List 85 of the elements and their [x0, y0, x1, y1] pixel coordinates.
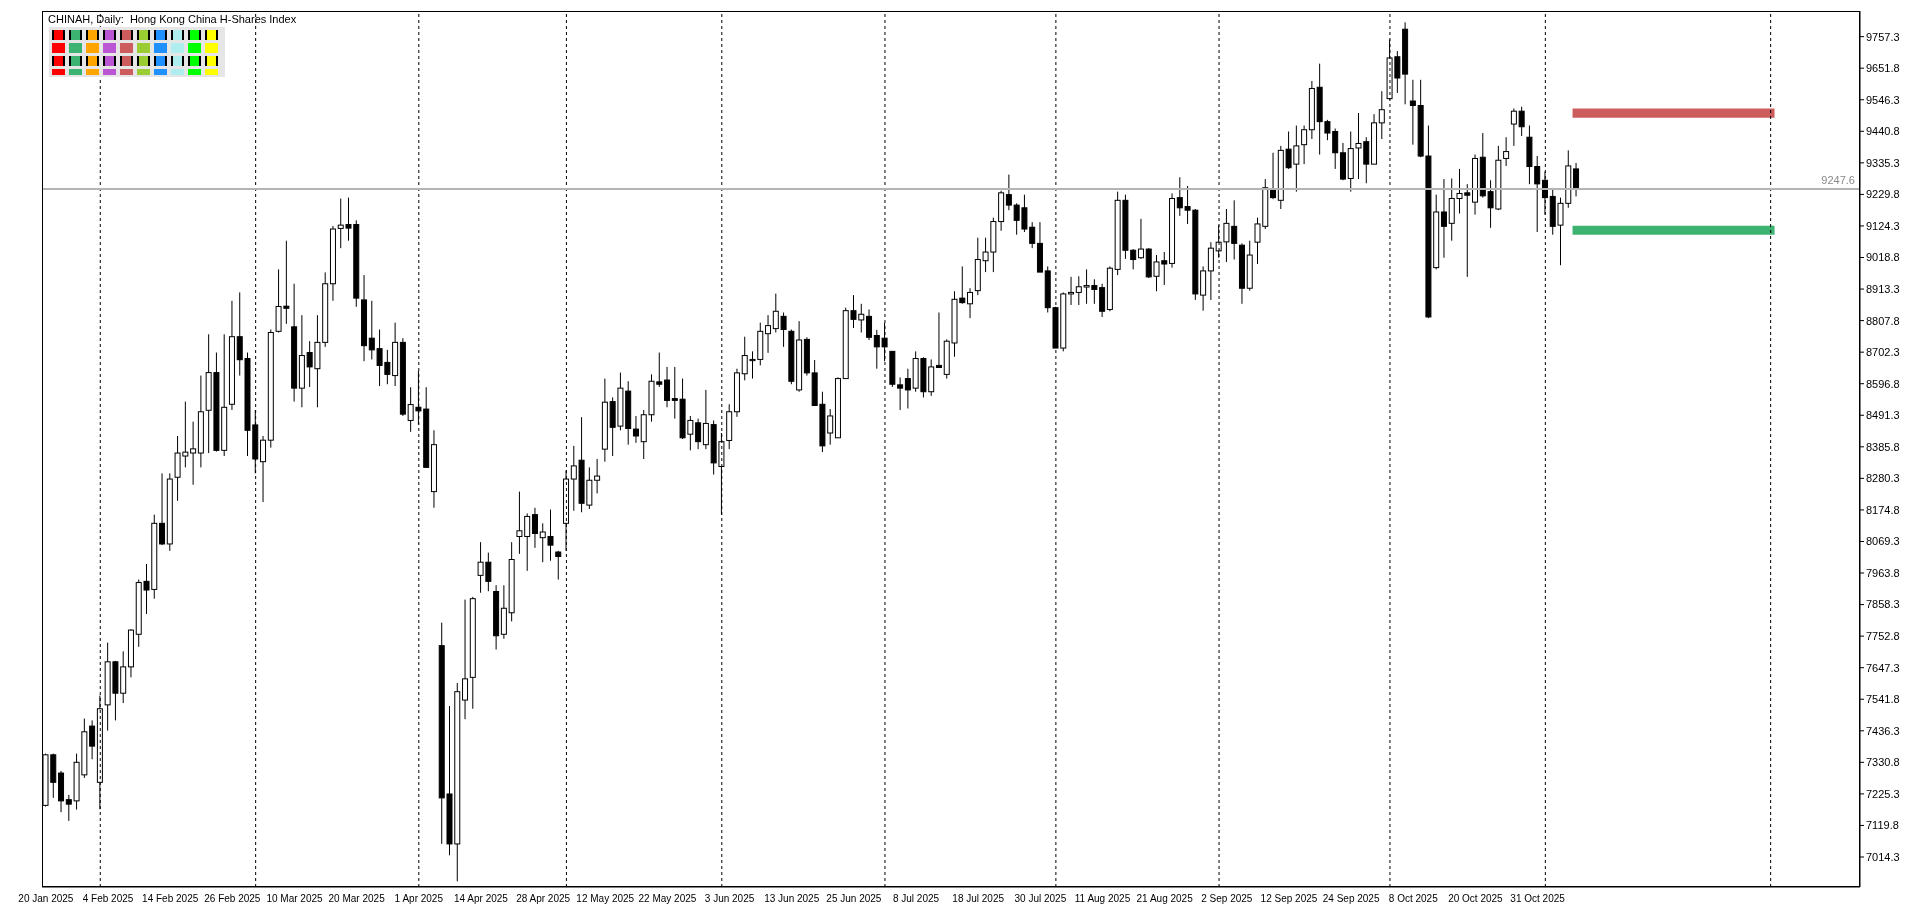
y-tick-label: 7541.8	[1866, 693, 1900, 706]
candlestick	[1573, 162, 1580, 197]
candlestick	[1518, 106, 1525, 137]
x-tick-label: 8 Oct 2025	[1388, 893, 1439, 905]
y-tick-label: 8069.3	[1866, 535, 1900, 548]
candlestick	[1137, 218, 1144, 260]
candlestick	[765, 314, 772, 354]
y-tick-label: 8913.3	[1866, 282, 1900, 295]
x-tick-label: 2 Sep 2025	[1201, 893, 1253, 905]
candlestick	[1005, 174, 1012, 211]
y-tick-label: 9757.3	[1866, 30, 1900, 43]
x-tick-label: 20 Mar 2025	[328, 893, 386, 905]
y-tick-label: 9440.8	[1866, 125, 1900, 138]
x-tick-label: 14 Apr 2025	[453, 893, 509, 905]
y-tick-label: 8807.8	[1866, 314, 1900, 327]
candlestick	[260, 435, 267, 503]
candlestick	[664, 366, 671, 408]
candlestick	[1440, 178, 1447, 259]
y-tick-label: 8702.3	[1866, 346, 1900, 359]
candlestick	[904, 368, 911, 409]
y-tick-label: 9229.8	[1866, 188, 1900, 201]
x-tick-label: 28 Apr 2025	[516, 893, 571, 905]
candlestick	[1207, 241, 1214, 301]
candlestick	[695, 418, 702, 450]
candlestick	[190, 421, 197, 486]
x-tick-label: 25 Jun 2025	[826, 893, 882, 905]
x-tick-label: 20 Oct 2025	[1448, 893, 1504, 905]
x-tick-label: 30 Jul 2025	[1014, 893, 1067, 905]
y-tick-label: 7752.8	[1866, 630, 1900, 643]
y-tick-label: 7119.8	[1866, 819, 1899, 832]
x-tick-label: 1 Apr 2025	[394, 893, 444, 905]
candlestick	[1409, 79, 1416, 146]
x-tick-label: 20 Jan 2025	[18, 893, 74, 905]
candlestick	[531, 507, 538, 549]
candlestick	[897, 376, 904, 411]
x-tick-label: 26 Feb 2025	[204, 893, 261, 905]
ref-line-label: 9247.6	[1821, 174, 1855, 187]
x-tick-label: 12 Sep 2025	[1260, 893, 1318, 905]
y-tick-label: 7647.3	[1866, 661, 1900, 674]
x-tick-label: 21 Aug 2025	[1136, 893, 1194, 905]
candlestick	[967, 287, 974, 319]
y-tick-label: 8280.3	[1866, 472, 1900, 485]
y-tick-label: 7858.3	[1866, 598, 1900, 611]
x-tick-label: 24 Sep 2025	[1322, 893, 1380, 905]
x-tick-label: 4 Feb 2025	[82, 893, 134, 905]
x-tick-label: 13 Jun 2025	[764, 893, 820, 905]
candlestick	[594, 458, 601, 494]
x-tick-label: 22 May 2025	[638, 893, 697, 905]
y-tick-label: 8385.8	[1866, 440, 1900, 453]
candlestick	[632, 415, 639, 444]
y-tick-label: 8491.3	[1866, 409, 1900, 422]
x-tick-label: 18 Jul 2025	[952, 893, 1005, 905]
candlestick	[555, 550, 562, 581]
candlestick	[159, 472, 166, 546]
y-tick-label: 7963.8	[1866, 566, 1900, 579]
candlestick	[866, 308, 873, 341]
candlestick	[1099, 283, 1106, 318]
y-tick-label: 9018.8	[1866, 251, 1900, 264]
y-tick-label: 7436.3	[1866, 724, 1900, 737]
candlestick	[935, 311, 942, 368]
candlestick	[462, 599, 469, 720]
x-tick-label: 3 Jun 2025	[704, 893, 755, 905]
x-tick-label: 10 Mar 2025	[266, 893, 324, 905]
candlestick	[1301, 125, 1308, 165]
y-tick-label: 9546.3	[1866, 93, 1900, 106]
y-tick-label: 9124.3	[1866, 219, 1900, 232]
x-tick-label: 12 May 2025	[576, 893, 635, 905]
candlestick	[1378, 90, 1385, 140]
x-tick-label: 8 Jul 2025	[892, 893, 940, 905]
x-tick-label: 14 Feb 2025	[142, 893, 199, 905]
candlestick	[702, 389, 709, 450]
candlestick	[1068, 276, 1075, 306]
y-tick-label: 7014.3	[1866, 850, 1900, 863]
x-tick-label: 31 Oct 2025	[1510, 893, 1566, 905]
y-tick-label: 9335.3	[1866, 156, 1900, 169]
y-tick-label: 7225.3	[1866, 787, 1900, 800]
candlestick	[1503, 136, 1510, 167]
candlestick	[89, 719, 96, 760]
y-tick-label: 9651.8	[1866, 62, 1900, 75]
y-tick-label: 7330.8	[1866, 756, 1900, 769]
candlestick	[1510, 108, 1517, 147]
chart-title: CHINAH, Daily: Hong Kong China H-Shares Index	[48, 13, 297, 25]
y-tick-label: 8174.8	[1866, 503, 1900, 516]
x-tick-label: 11 Aug 2025	[1074, 893, 1131, 905]
y-tick-label: 8596.8	[1866, 377, 1900, 390]
